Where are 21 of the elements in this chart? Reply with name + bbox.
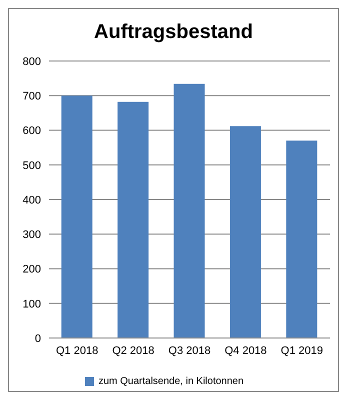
bar	[230, 126, 261, 338]
legend-label: zum Quartalsende, in Kilotonnen	[98, 376, 244, 387]
y-tick-label: 200	[22, 264, 41, 276]
bar	[118, 102, 149, 338]
x-tick-label: Q4 2018	[224, 344, 267, 357]
bar	[61, 96, 92, 338]
y-tick-label: 500	[22, 160, 41, 172]
x-tick-label: Q1 2018	[56, 344, 98, 357]
y-tick-label: 100	[22, 298, 41, 310]
x-tick-label: Q2 2018	[112, 344, 154, 357]
y-tick-label: 700	[22, 90, 41, 103]
y-tick-label: 600	[22, 125, 41, 138]
x-tick-label: Q1 2019	[280, 344, 323, 357]
bar	[174, 84, 205, 338]
y-tick-label: 400	[22, 194, 41, 206]
y-tick-label: 800	[22, 56, 41, 68]
x-tick-label: Q3 2018	[168, 344, 211, 357]
bar	[286, 140, 318, 338]
y-tick-label: 0	[34, 332, 41, 345]
y-tick-label: 300	[22, 229, 41, 242]
chart-title: Auftragsbestand	[93, 20, 254, 45]
